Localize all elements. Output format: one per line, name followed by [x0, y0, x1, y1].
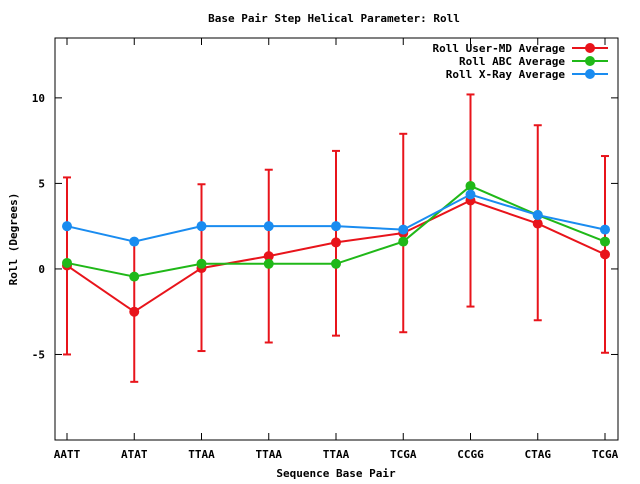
y-axis-ticks: -5 0 5 10 — [32, 92, 618, 361]
series-group — [62, 189, 610, 247]
chart-title: Base Pair Step Helical Parameter: Roll — [208, 12, 460, 25]
data-point — [331, 221, 341, 232]
data-point — [263, 258, 274, 269]
x-axis-label: Sequence Base Pair — [276, 467, 396, 480]
series-layer — [62, 93, 610, 383]
data-point — [129, 271, 140, 282]
data-point — [465, 180, 476, 191]
x-tick-label: TTAA — [188, 448, 215, 461]
data-point — [62, 221, 72, 232]
legend-label: Roll X-Ray Average — [446, 68, 566, 81]
data-point — [532, 210, 543, 221]
y-axis-label: Roll (Degrees) — [7, 193, 20, 286]
data-point — [600, 249, 610, 260]
x-axis-ticks: AATT ATAT TTAA TTAA TTAA TCGA CCGG CTAG TCGA — [54, 38, 619, 461]
data-point — [62, 257, 72, 268]
data-point — [196, 221, 207, 232]
y-tick-label: 5 — [38, 177, 45, 190]
x-tick-label: CTAG — [525, 448, 552, 461]
data-point — [263, 221, 274, 232]
x-tick-label: CCGG — [457, 448, 484, 461]
x-tick-label: ATAT — [121, 448, 148, 461]
series-group — [62, 180, 610, 282]
legend-marker — [585, 69, 595, 79]
data-point — [129, 306, 140, 317]
x-tick-label: TTAA — [256, 448, 283, 461]
y-tick-label: -5 — [32, 348, 45, 361]
x-tick-label: AATT — [54, 448, 81, 461]
x-tick-label: TCGA — [390, 448, 417, 461]
legend-marker — [585, 43, 595, 53]
data-point — [600, 224, 610, 235]
x-tick-label: TTAA — [323, 448, 350, 461]
series-group — [62, 93, 610, 383]
x-tick-label: TCGA — [592, 448, 619, 461]
y-tick-label: 10 — [32, 92, 45, 105]
legend-label: Roll ABC Average — [459, 55, 565, 68]
data-point — [196, 258, 207, 269]
data-point — [532, 218, 543, 229]
data-point — [331, 258, 341, 269]
y-tick-label: 0 — [38, 263, 45, 276]
data-point — [129, 236, 140, 247]
data-point — [600, 236, 610, 247]
data-point — [398, 236, 409, 247]
data-point — [331, 237, 341, 248]
data-point — [263, 251, 274, 262]
legend-label: Roll User-MD Average — [433, 42, 566, 55]
data-point — [398, 224, 409, 235]
data-point — [465, 189, 476, 200]
legend-marker — [585, 56, 595, 66]
